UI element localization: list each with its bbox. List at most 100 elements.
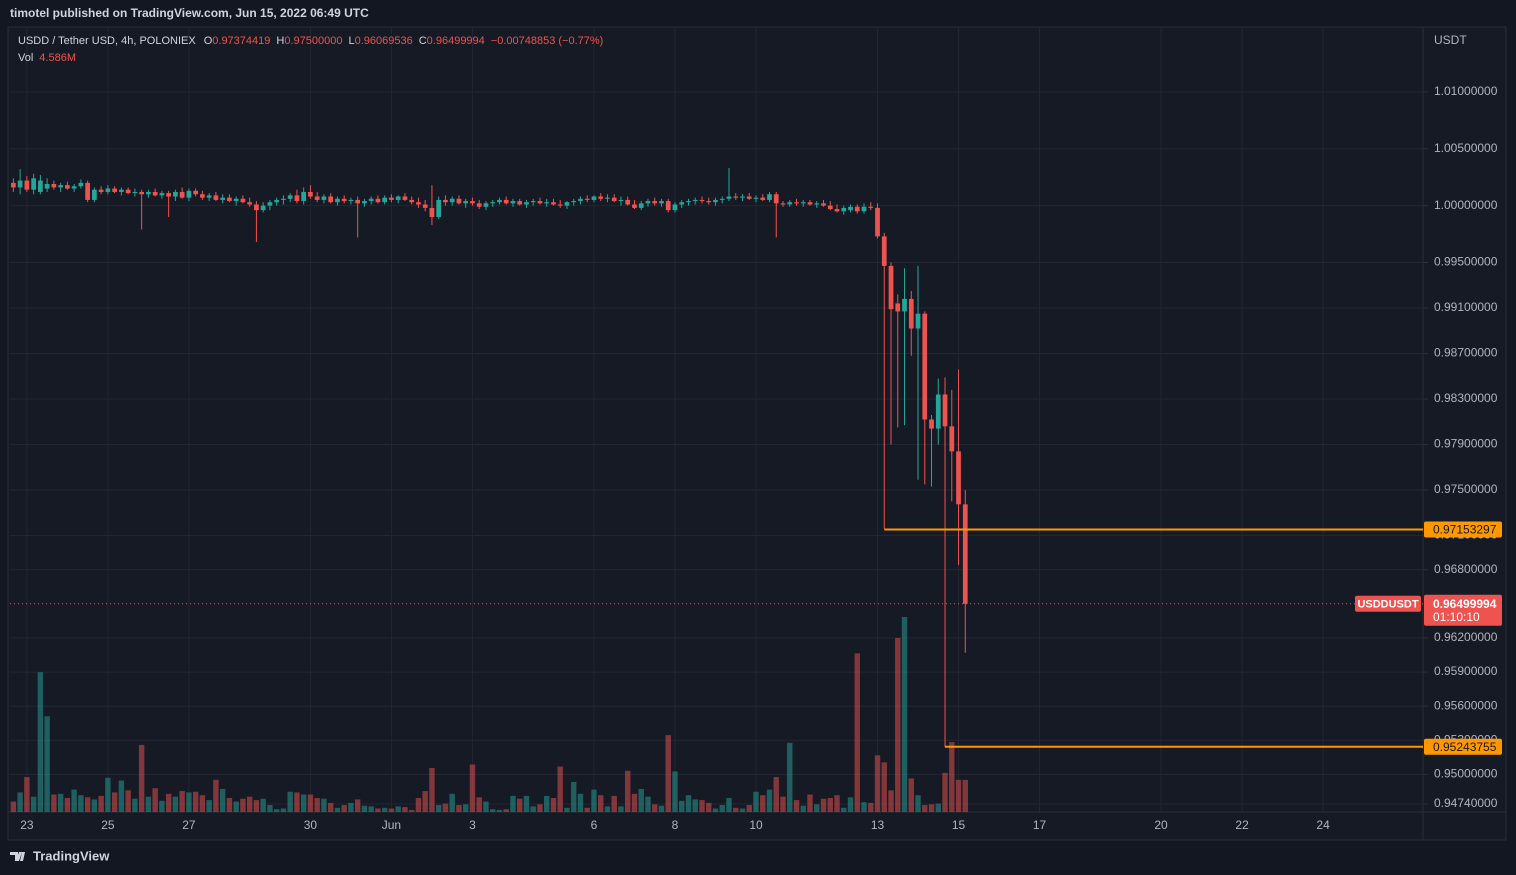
candle-body: [11, 182, 16, 188]
price-label: 0.95243755: [1433, 740, 1497, 754]
candle-body: [503, 199, 509, 204]
volume-bar: [793, 800, 800, 812]
candle-body: [618, 199, 624, 202]
candle-body: [699, 199, 705, 202]
candle-body: [112, 188, 118, 192]
symbol-label: USDDUSDT: [1357, 599, 1418, 611]
volume-bar: [199, 795, 206, 812]
candle-body: [389, 197, 394, 200]
candle-body: [152, 191, 158, 196]
candle-body: [659, 201, 664, 204]
volume-bar: [618, 806, 624, 812]
candle-body: [773, 194, 779, 204]
volume-bar: [24, 777, 30, 812]
candle-body: [490, 202, 496, 204]
candle-body: [267, 202, 273, 206]
volume-bar: [773, 777, 779, 812]
candle-body: [227, 197, 232, 202]
candle-body: [935, 394, 941, 429]
candle-body: [449, 198, 455, 203]
candle-body: [119, 189, 124, 192]
candle-body: [686, 201, 691, 203]
candle-body: [341, 198, 347, 202]
volume-bar: [557, 766, 563, 812]
volume-bar: [327, 802, 334, 812]
volume-bar: [84, 797, 91, 812]
legend-change: −0.00748853 (−0.77%): [491, 35, 604, 47]
volume-bar: [611, 795, 617, 812]
volume-bar: [523, 795, 530, 812]
candle-body: [787, 202, 793, 205]
legend-value: 0.97500000: [284, 35, 342, 47]
candle-body: [206, 195, 212, 198]
volume-bar: [577, 793, 584, 812]
candle-body: [92, 189, 97, 200]
candle-body: [544, 202, 550, 204]
volume-bar: [172, 796, 179, 812]
legend-key: O: [204, 35, 213, 47]
y-tick-label: 1.00500000: [1434, 141, 1498, 155]
volume-bar: [672, 771, 678, 812]
volume-bar: [841, 807, 847, 812]
candle-body: [578, 198, 583, 202]
candle-body: [429, 207, 435, 217]
volume-bar: [462, 804, 469, 812]
candle-body: [105, 188, 111, 192]
volume-bar: [955, 779, 962, 812]
y-tick-label: 0.98700000: [1434, 346, 1498, 360]
candle-body: [598, 196, 604, 199]
volume-bar: [219, 788, 226, 812]
volume-bar: [91, 799, 98, 812]
candle-body: [632, 204, 637, 208]
volume-bar: [895, 637, 901, 812]
candle-body: [611, 197, 617, 202]
candle-body: [368, 198, 374, 202]
volume-bar: [348, 802, 354, 812]
candle-body: [416, 202, 421, 205]
volume-bar: [341, 805, 347, 812]
volume-bar: [631, 793, 638, 812]
candle-body: [888, 265, 894, 310]
volume-bar: [834, 795, 840, 812]
candle-body: [497, 199, 502, 203]
volume-bar: [901, 617, 908, 812]
volume-bar: [685, 795, 692, 812]
candle-body: [827, 205, 833, 210]
volume-bar: [78, 795, 84, 812]
candle-body: [625, 199, 631, 205]
candle-body: [355, 199, 361, 204]
volume-bar: [273, 809, 280, 812]
volume-label: Vol: [18, 52, 33, 64]
y-tick-label: 0.96800000: [1434, 562, 1498, 576]
candle-body: [470, 201, 475, 204]
candle-body: [908, 298, 914, 329]
x-tick-label: 25: [101, 818, 115, 832]
y-tick-label: 0.99500000: [1434, 255, 1498, 269]
volume-bar: [125, 790, 131, 812]
volume-bar: [300, 794, 307, 812]
volume-bar: [456, 805, 462, 812]
y-tick-label: 0.95600000: [1434, 698, 1498, 712]
candle-body: [294, 195, 300, 202]
volume-bar: [354, 799, 361, 812]
volume-bar: [442, 803, 449, 812]
volume-bar: [726, 798, 732, 812]
candle-body: [584, 198, 590, 200]
candle-body: [321, 196, 327, 200]
candle-body: [308, 191, 313, 197]
y-tick-label: 0.99100000: [1434, 300, 1498, 314]
volume-bar: [874, 755, 881, 812]
volume-bar: [888, 790, 894, 812]
y-axis-label: USDT: [1434, 33, 1467, 47]
y-tick-label: 0.94740000: [1434, 796, 1498, 810]
x-tick-label: 13: [871, 818, 885, 832]
candle-body: [125, 189, 131, 194]
volume-bar: [186, 792, 192, 812]
volume-bar: [699, 800, 705, 812]
legend: USDD / Tether USD, 4h, POLONIEX O0.973744…: [18, 35, 603, 47]
x-tick-label: 23: [20, 818, 34, 832]
volume-bar: [490, 809, 496, 812]
volume-bar: [267, 805, 273, 812]
candle-body: [814, 203, 820, 205]
